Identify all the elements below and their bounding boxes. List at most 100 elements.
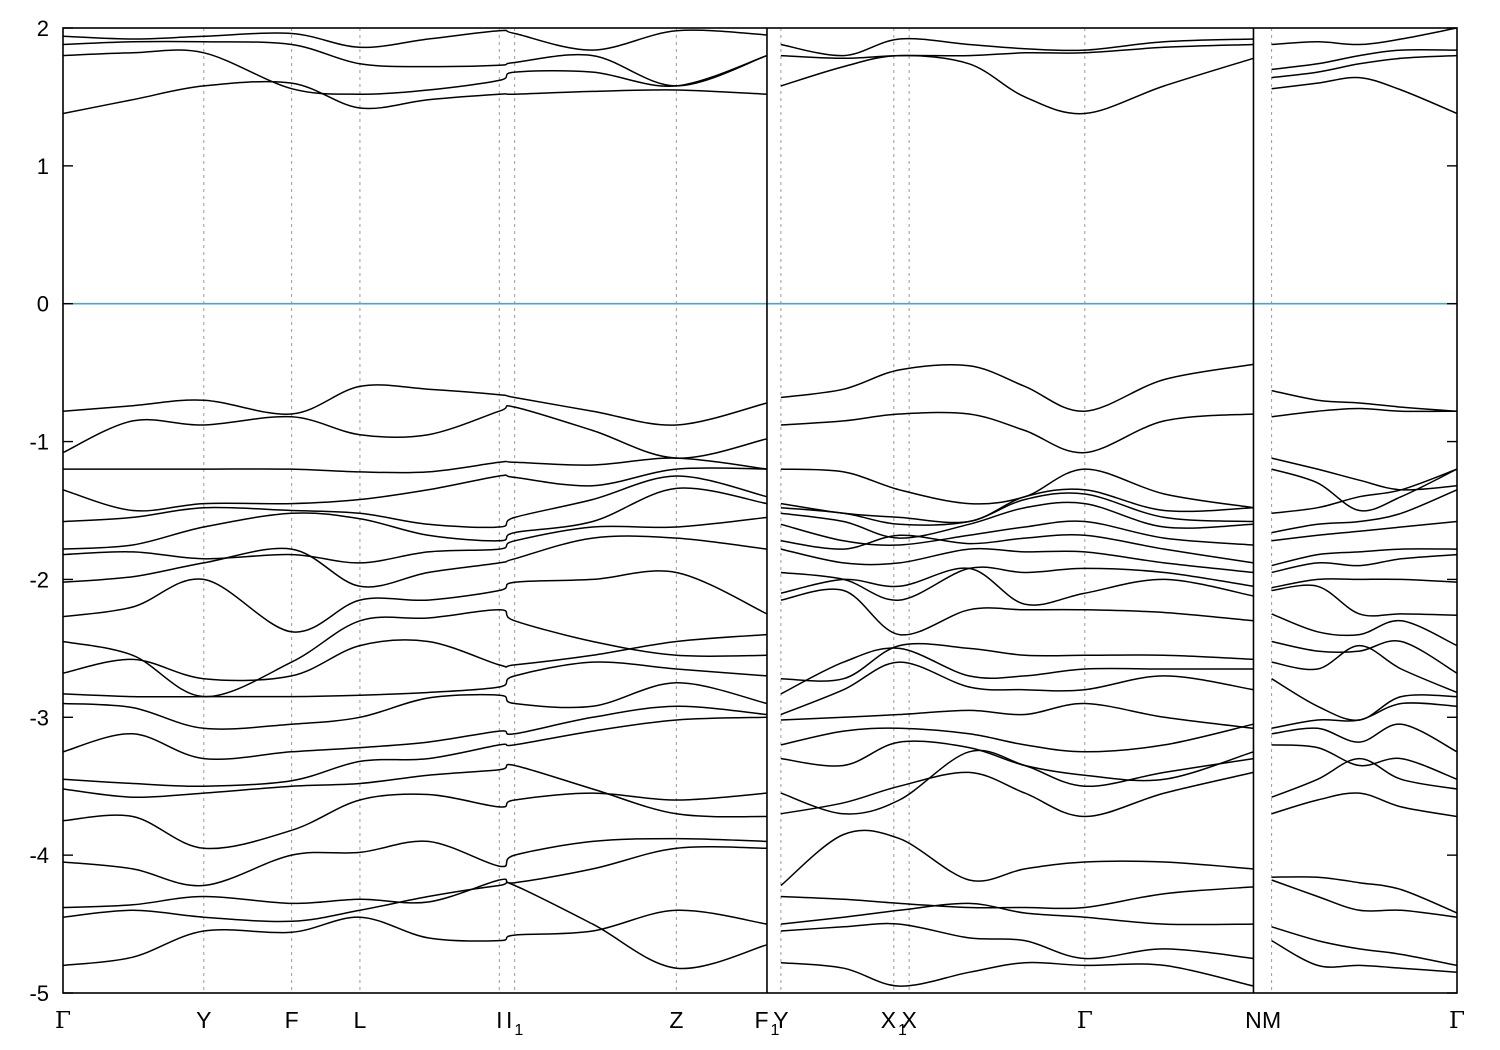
band-line-s1-b18 xyxy=(780,520,1254,546)
svg-text:Y: Y xyxy=(196,1007,211,1033)
band-line-s0-b21 xyxy=(63,80,768,115)
band-line-s1-b24 xyxy=(780,363,1254,412)
band-line-s1-b8 xyxy=(780,723,1254,753)
band-line-s0-b2 xyxy=(63,846,768,909)
plot-frame xyxy=(62,27,1458,994)
kpoint-label-1: Y xyxy=(196,1007,211,1033)
band-line-s2-b19 xyxy=(1271,468,1457,515)
svg-text:Z: Z xyxy=(669,1007,683,1033)
segment-break-lines xyxy=(766,28,1255,993)
band-line-s0-b6 xyxy=(63,716,768,788)
svg-text:Γ: Γ xyxy=(55,1008,71,1034)
band-line-s0-b16 xyxy=(63,475,768,529)
band-line-s1-b19 xyxy=(780,501,1254,539)
band-line-s1-b27 xyxy=(780,37,1254,57)
svg-text:Y: Y xyxy=(773,1007,788,1033)
band-line-s2-b25 xyxy=(1271,54,1457,79)
svg-text:L: L xyxy=(354,1007,367,1033)
kpoint-label-13: M xyxy=(1262,1007,1281,1033)
svg-text:I1: I1 xyxy=(506,1007,523,1039)
band-line-s1-b26 xyxy=(780,43,1254,60)
band-line-s2-b23 xyxy=(1271,389,1457,412)
y-tick-label-0: 2 xyxy=(37,16,49,41)
band-line-s0-b14 xyxy=(63,516,768,564)
svg-text:Γ: Γ xyxy=(1449,1008,1465,1034)
band-line-s0-b20 xyxy=(63,384,768,426)
kpoint-label-2: F xyxy=(285,1007,299,1033)
kpoint-label-4: I xyxy=(496,1007,502,1033)
band-line-s1-b17 xyxy=(780,534,1254,564)
band-line-s0-b10 xyxy=(63,633,768,682)
band-line-s1-b1 xyxy=(780,922,1254,960)
band-line-s1-b10 xyxy=(780,661,1254,716)
band-line-s2-b9 xyxy=(1271,678,1457,721)
x-axis-kpoint-labels: Γ Y F L I I 1 Z F 1Y X 1X Γ N M Γ xyxy=(55,1007,1465,1039)
band-line-s0-b11 xyxy=(63,609,768,698)
y-tick-label-2: 0 xyxy=(37,292,49,317)
band-line-s2-b0 xyxy=(1271,939,1457,974)
band-line-s0-b23 xyxy=(63,40,768,87)
band-line-s2-b3 xyxy=(1271,876,1457,914)
band-line-s2-b18 xyxy=(1271,489,1457,534)
band-line-s2-b27 xyxy=(1271,28,1457,46)
band-line-s1-b16 xyxy=(780,547,1254,574)
band-line-s0-b22 xyxy=(63,49,768,95)
band-line-s1-b4 xyxy=(780,829,1254,887)
kpoint-label-3: L xyxy=(354,1007,367,1033)
band-line-s2-b4 xyxy=(1271,792,1457,818)
band-line-s0-b9 xyxy=(63,661,768,698)
band-line-s1-b20 xyxy=(780,492,1254,526)
band-line-s0-b7 xyxy=(63,705,768,760)
band-line-s0-b12 xyxy=(63,570,768,633)
band-line-s1-b6 xyxy=(780,749,1254,815)
kpoint-label-0: Γ xyxy=(55,1008,71,1034)
kpoint-label-8: Y xyxy=(773,1007,788,1033)
band-line-s2-b12 xyxy=(1271,613,1457,647)
band-line-s2-b11 xyxy=(1271,640,1457,674)
y-tick-label-3: -1 xyxy=(29,430,49,455)
band-line-s2-b15 xyxy=(1271,553,1457,574)
svg-text:M: M xyxy=(1262,1007,1281,1033)
band-line-s2-b26 xyxy=(1271,48,1457,71)
svg-text:Γ: Γ xyxy=(1077,1008,1093,1034)
band-line-s0-b4 xyxy=(63,792,768,850)
svg-text:I: I xyxy=(496,1007,502,1033)
band-line-s1-b0 xyxy=(780,961,1254,987)
kpoint-label-14: Γ xyxy=(1449,1008,1465,1034)
band-line-s0-b18 xyxy=(63,457,768,474)
band-line-s1-b22 xyxy=(780,468,1254,509)
band-line-s2-b17 xyxy=(1271,520,1457,542)
band-line-s0-b17 xyxy=(63,467,768,512)
kpoint-label-11: Γ xyxy=(1077,1008,1093,1034)
band-line-s1-b12 xyxy=(780,642,1254,682)
band-line-s2-b20 xyxy=(1271,468,1457,512)
y-tick-label-4: -2 xyxy=(29,567,49,592)
band-line-s0-b1 xyxy=(63,881,768,970)
band-line-s0-b24 xyxy=(63,29,768,51)
band-line-s0-b19 xyxy=(63,404,768,459)
band-line-s1-b25 xyxy=(780,54,1254,115)
band-line-s0-b0 xyxy=(63,909,768,967)
kpoint-label-10: X xyxy=(901,1007,916,1033)
band-line-s1-b14 xyxy=(780,567,1254,606)
kpoint-label-6: Z xyxy=(669,1007,683,1033)
band-line-s1-b3 xyxy=(780,886,1254,910)
band-line-s0-b8 xyxy=(63,682,768,730)
band-line-s1-b15 xyxy=(780,566,1254,601)
energy-bands xyxy=(63,28,1457,987)
band-line-s1-b2 xyxy=(780,902,1254,926)
band-line-s2-b1 xyxy=(1271,926,1457,967)
svg-text:X1: X1 xyxy=(881,1007,907,1039)
y-tick-label-1: 1 xyxy=(37,154,49,179)
kpoint-label-12: N xyxy=(1245,1007,1262,1033)
band-line-s0-b15 xyxy=(63,487,768,550)
y-tick-label-5: -3 xyxy=(29,705,49,730)
band-line-s2-b16 xyxy=(1271,548,1457,567)
band-line-s1-b21 xyxy=(780,488,1254,524)
band-line-s0-b5 xyxy=(63,763,768,818)
svg-text:N: N xyxy=(1245,1007,1262,1033)
